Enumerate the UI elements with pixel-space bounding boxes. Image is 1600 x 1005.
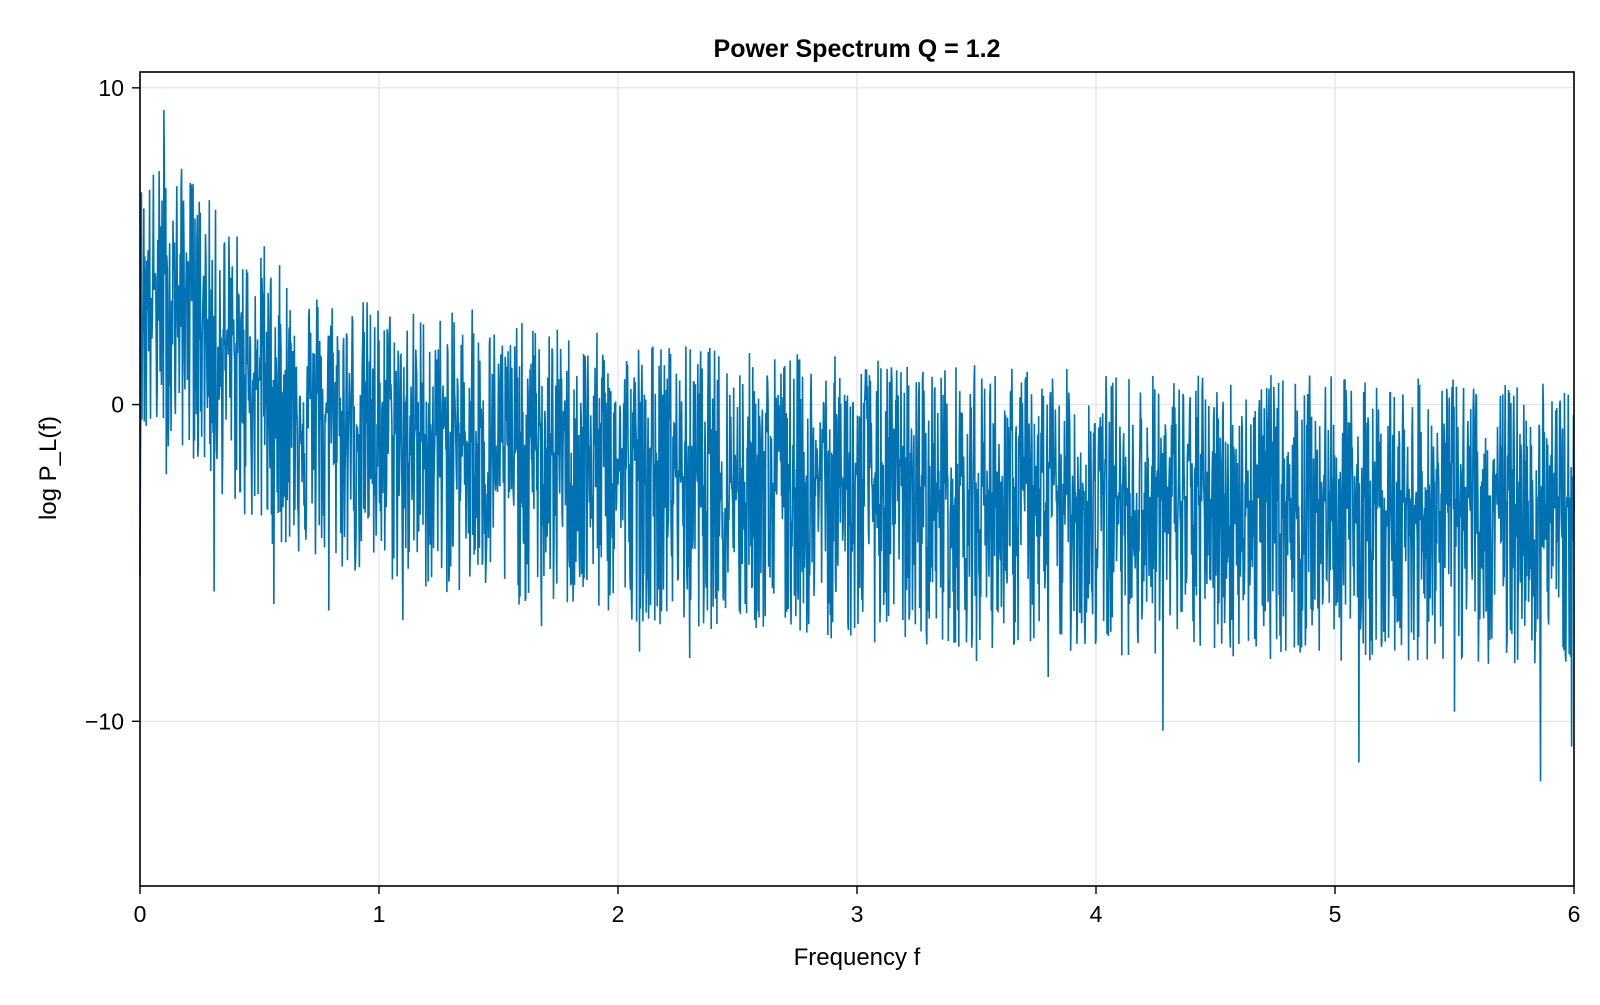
x-tick-label: 5 [1329,901,1342,927]
y-axis-label: log P_L(f) [35,416,62,520]
x-tick-label: 6 [1568,901,1581,927]
axis-ticks: 0 1 2 3 4 5 6 10 0 −10 [85,75,1580,927]
x-tick-label: 4 [1090,901,1103,927]
chart-title: Power Spectrum Q = 1.2 [714,35,1001,63]
x-tick-label: 3 [851,901,864,927]
y-tick-label: 0 [111,392,124,418]
x-tick-label: 1 [373,901,386,927]
plot-area [139,110,1575,782]
y-tick-label: 10 [98,75,124,101]
x-tick-label: 0 [134,901,147,927]
spectrum-series-line [139,110,1575,782]
x-tick-label: 2 [612,901,625,927]
x-axis-label: Frequency f [794,944,921,971]
y-tick-label: −10 [85,708,124,734]
